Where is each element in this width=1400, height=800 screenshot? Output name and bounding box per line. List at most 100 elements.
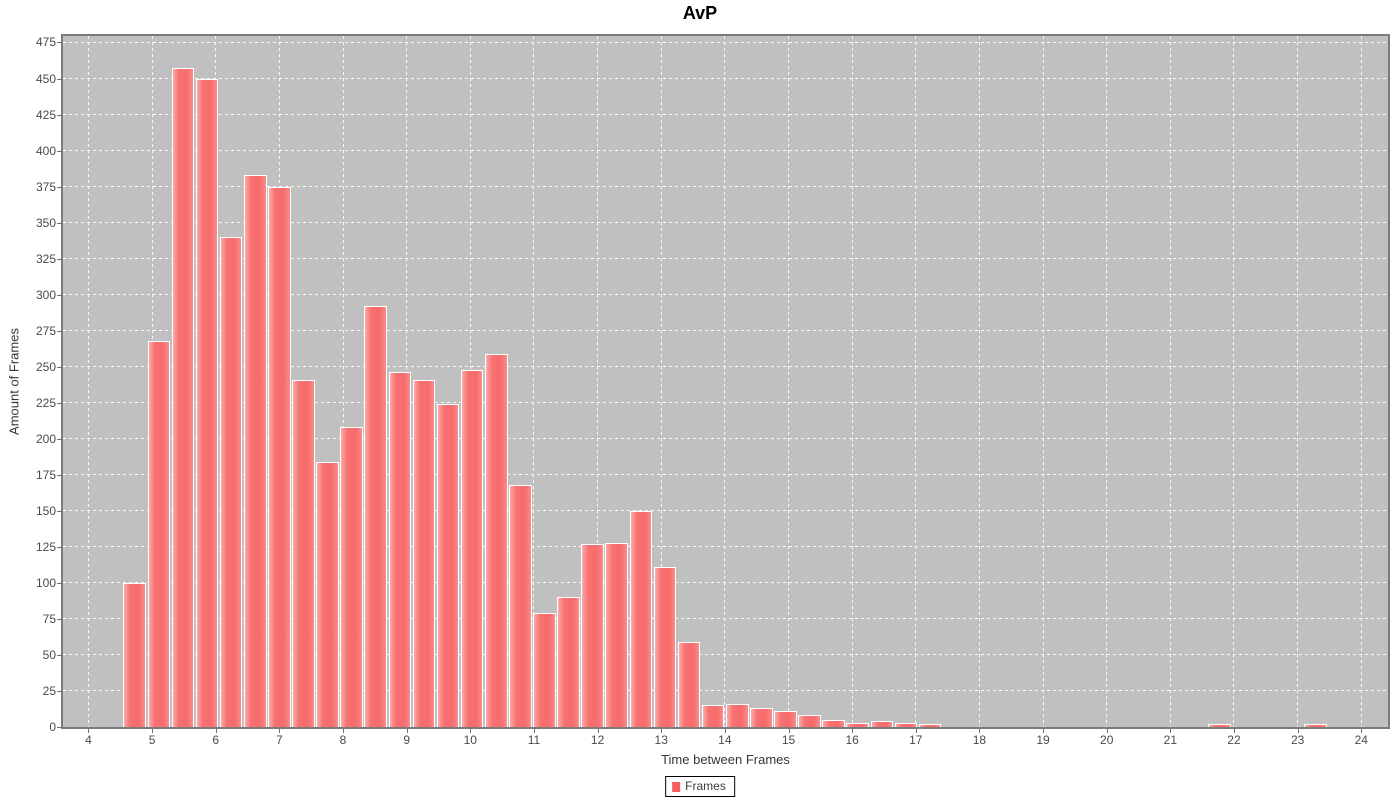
x-tick-mark	[915, 729, 917, 733]
y-tick-mark	[57, 402, 61, 404]
gridline-horizontal	[63, 330, 1388, 332]
x-tick-label: 24	[1354, 733, 1368, 747]
x-tick-label: 23	[1290, 733, 1305, 747]
gridline-vertical	[87, 36, 89, 727]
gridline-vertical	[978, 36, 980, 727]
y-tick-mark	[57, 258, 61, 260]
x-tick-label: 15	[781, 733, 796, 747]
gridline-horizontal	[63, 474, 1388, 476]
histogram-bar	[243, 175, 267, 727]
gridline-horizontal	[63, 78, 1388, 79]
gridline-horizontal	[63, 402, 1388, 404]
gridline-vertical	[724, 36, 726, 727]
plot-area	[61, 34, 1390, 729]
gridline-horizontal	[63, 294, 1388, 296]
x-tick-mark	[152, 729, 154, 733]
gridline-horizontal	[63, 41, 1388, 43]
y-tick-mark	[57, 654, 61, 656]
y-tick-label: 0	[49, 720, 56, 734]
x-tick-label: 10	[463, 733, 477, 747]
x-tick-mark	[1297, 729, 1299, 733]
y-tick-label: 150	[35, 503, 56, 518]
gridline-horizontal	[63, 222, 1388, 224]
histogram-bar	[364, 306, 388, 727]
x-tick-label: 5	[148, 733, 156, 747]
x-tick-label: 8	[339, 733, 347, 747]
x-tick-label: 19	[1036, 733, 1050, 747]
x-tick-mark	[470, 729, 472, 733]
gridline-vertical	[597, 36, 599, 727]
histogram-bar	[798, 715, 821, 727]
y-tick-mark	[57, 474, 61, 476]
x-tick-label: 14	[718, 733, 732, 747]
y-tick-mark	[57, 618, 61, 620]
y-tick-label: 200	[35, 431, 56, 446]
histogram-bar	[846, 722, 870, 727]
y-tick-label: 450	[35, 71, 56, 86]
gridline-horizontal	[63, 186, 1388, 188]
histogram-bar	[195, 78, 219, 727]
x-tick-mark	[215, 729, 217, 733]
histogram-bar	[918, 724, 942, 727]
gridline-horizontal	[63, 366, 1388, 368]
y-tick-mark	[57, 222, 61, 224]
gridline-vertical	[342, 36, 344, 727]
x-tick-mark	[979, 729, 981, 733]
histogram-bar	[509, 484, 532, 727]
histogram-bar	[436, 404, 460, 727]
histogram-bar	[677, 641, 701, 727]
gridline-horizontal	[63, 150, 1388, 152]
x-tick-label: 11	[527, 733, 541, 747]
y-tick-mark	[57, 546, 61, 548]
x-tick-label: 17	[909, 733, 923, 747]
gridline-horizontal	[63, 114, 1388, 116]
gridline-horizontal	[63, 258, 1388, 260]
y-tick-label: 25	[42, 683, 56, 698]
x-tick-label: 7	[276, 733, 283, 747]
x-tick-label: 22	[1227, 733, 1241, 747]
y-tick-label: 425	[35, 107, 56, 122]
x-tick-mark	[1043, 729, 1045, 733]
x-tick-label: 21	[1163, 733, 1178, 747]
histogram-bar	[268, 186, 291, 727]
y-tick-mark	[57, 150, 61, 152]
histogram-bar	[894, 722, 918, 727]
y-tick-mark	[57, 330, 61, 332]
legend: Frames	[665, 776, 735, 797]
gridline-horizontal	[63, 654, 1388, 656]
y-tick-mark	[57, 366, 61, 368]
gridline-vertical	[1233, 36, 1235, 727]
gridline-horizontal	[63, 582, 1388, 584]
y-tick-label: 400	[35, 143, 56, 158]
x-tick-mark	[597, 729, 599, 733]
histogram-bar	[460, 369, 484, 727]
gridline-vertical	[915, 36, 917, 727]
histogram-bar	[701, 705, 725, 727]
histogram-bar	[1304, 724, 1327, 727]
legend-label: Frames	[685, 779, 726, 793]
legend-swatch-icon	[672, 781, 681, 792]
chart-title: AvP	[682, 3, 718, 23]
y-tick-label: 475	[35, 35, 56, 50]
gridline-vertical	[1169, 36, 1171, 727]
histogram-bar	[557, 597, 580, 727]
x-tick-mark	[1233, 729, 1235, 733]
histogram-bar	[484, 353, 508, 727]
histogram-bar	[581, 543, 604, 727]
y-tick-label: 125	[35, 539, 56, 554]
x-tick-mark	[406, 729, 408, 733]
histogram-bar	[412, 379, 436, 727]
y-tick-mark	[57, 510, 61, 512]
x-tick-mark	[279, 729, 281, 733]
gridline-horizontal	[63, 510, 1388, 512]
gridline-vertical	[1297, 36, 1299, 727]
histogram-bar	[653, 567, 677, 727]
x-tick-mark	[1106, 729, 1108, 733]
gridline-horizontal	[63, 618, 1388, 620]
y-tick-mark	[57, 582, 61, 584]
y-tick-label: 275	[35, 323, 56, 338]
x-tick-mark	[1361, 729, 1363, 733]
x-tick-label: 9	[403, 733, 410, 747]
y-tick-label: 250	[35, 359, 56, 374]
